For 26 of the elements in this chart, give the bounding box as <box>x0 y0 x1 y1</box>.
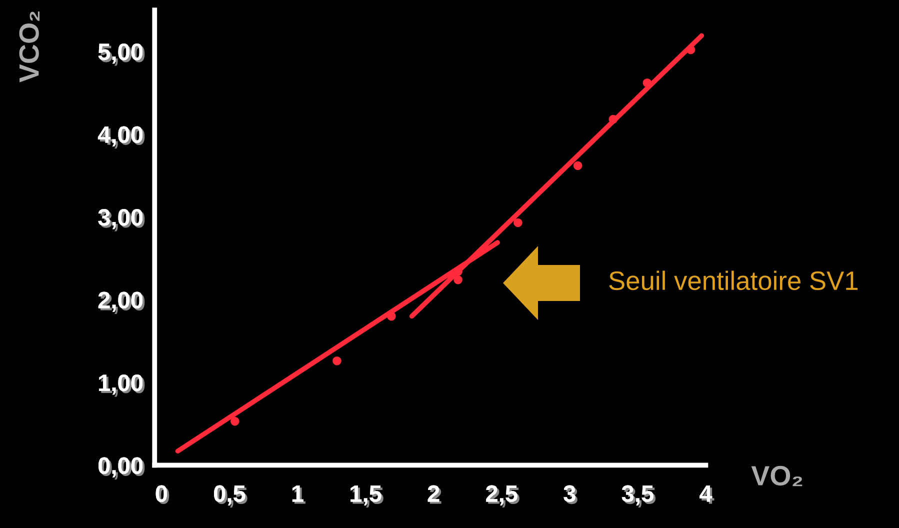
point <box>332 356 342 366</box>
x-tick-label: 0 <box>156 485 170 504</box>
point <box>387 312 396 321</box>
point <box>230 416 240 426</box>
y-tick-label: 1,00 <box>99 374 145 397</box>
y-axis-title: VCO₂ <box>19 11 40 82</box>
point <box>514 218 522 228</box>
annotation: Seuil ventilatoire SV1 <box>609 270 858 290</box>
y-tick-label: 3,00 <box>98 208 145 232</box>
y-tick-label: 2,00 <box>98 292 145 314</box>
x-tick-label: 1 <box>292 485 306 504</box>
x-tick-label: 4 <box>700 485 714 504</box>
point <box>454 275 462 284</box>
x-tick-label: 2 <box>428 485 442 504</box>
x-axis-title: VO₂ <box>751 466 802 486</box>
x-tick-label: 3 <box>564 485 578 504</box>
y-tick-label: 5,00 <box>98 43 145 66</box>
x-tick-label: 1,5 <box>350 485 384 508</box>
point <box>573 161 582 170</box>
x-tick-label: 2,5 <box>486 485 520 508</box>
y-tick-label: 0,00 <box>98 457 145 480</box>
x-tick-label: 0,5 <box>214 485 248 508</box>
y-tick-label: 4,00 <box>98 126 145 148</box>
point <box>608 114 618 124</box>
point <box>642 78 652 88</box>
x-tick-label: 3,5 <box>622 485 656 508</box>
